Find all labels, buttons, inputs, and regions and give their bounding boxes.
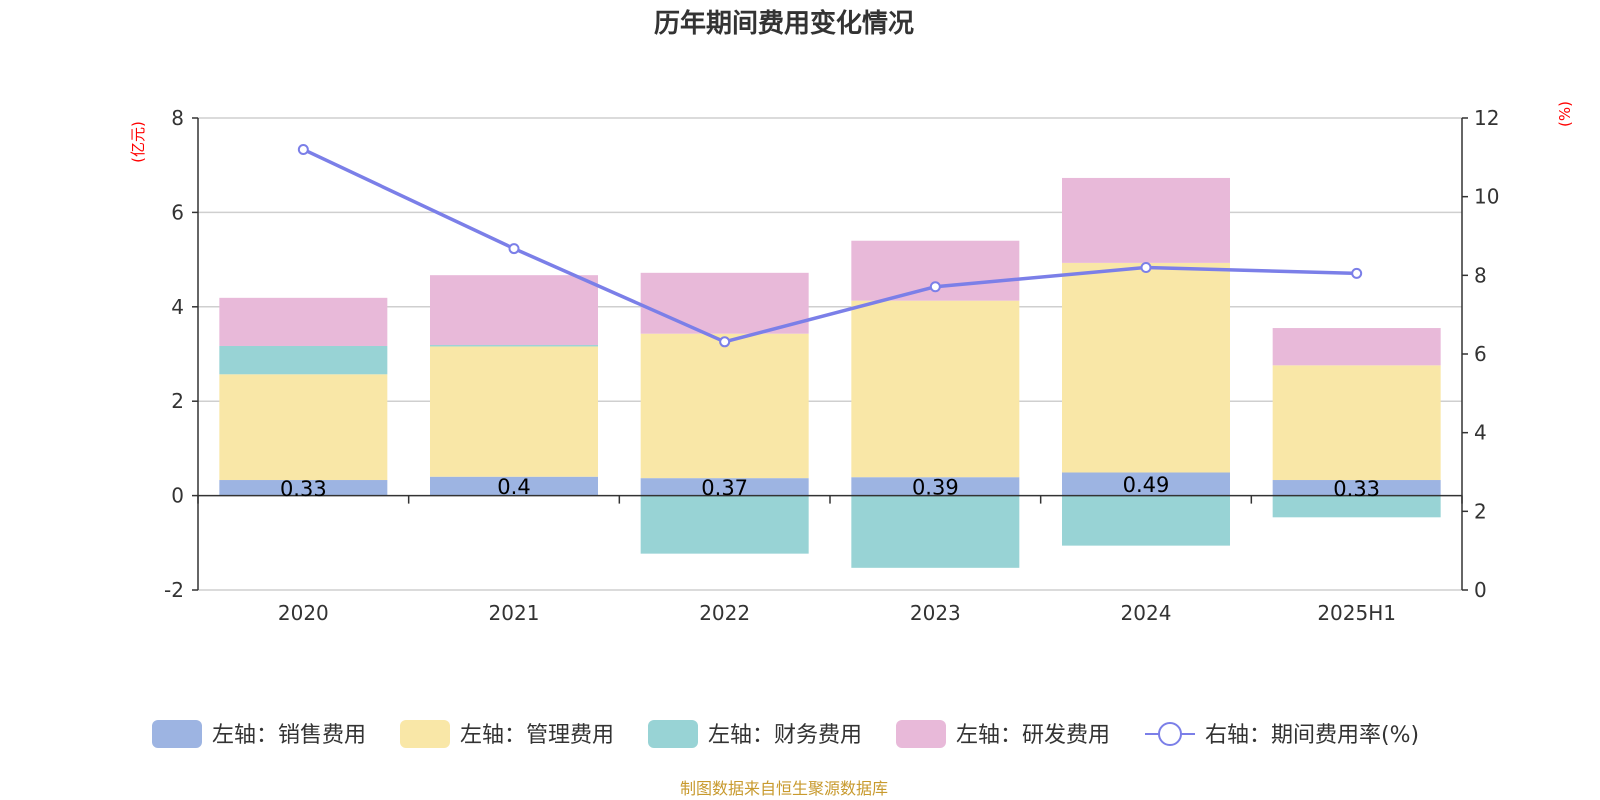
x-tick-label: 2020 [278, 601, 329, 625]
bar-segment [219, 480, 388, 496]
left-tick-label: 0 [171, 484, 184, 508]
right-tick-label: 4 [1474, 421, 1487, 445]
bar-segment [1062, 177, 1230, 263]
bar-segment [640, 495, 809, 554]
left-tick-label: 6 [171, 200, 184, 224]
x-tick-label: 2022 [699, 601, 750, 625]
bar-segment [1272, 328, 1441, 366]
data-label: 0.33 [1333, 477, 1380, 501]
bar-segment [851, 300, 1020, 478]
legend-label: 左轴：销售费用 [212, 723, 366, 748]
legend-marker [1158, 722, 1182, 746]
right-tick-label: 6 [1474, 342, 1487, 366]
legend-swatch [400, 720, 450, 748]
bar-segment [851, 477, 1020, 496]
bar-segment [1062, 495, 1230, 546]
source-note: 制图数据来自恒生聚源数据库 [680, 779, 888, 798]
bar-segment [851, 495, 1020, 568]
legend-swatch [896, 720, 946, 748]
bars [219, 177, 1441, 568]
left-tick-label: 4 [171, 295, 184, 319]
data-label: 0.33 [280, 477, 327, 501]
legend-label: 左轴：管理费用 [460, 723, 614, 748]
x-tick-label: 2025H1 [1317, 601, 1396, 625]
left-tick-label: 2 [171, 389, 184, 413]
bar-segment [1062, 262, 1230, 473]
bar-segment [430, 346, 598, 477]
data-label: 0.37 [701, 476, 748, 500]
right-tick-label: 2 [1474, 499, 1487, 523]
right-tick-label: 12 [1474, 106, 1499, 130]
data-labels: 0.33 0.4 0.37 0.39 0.49 0.33 [280, 473, 1380, 501]
right-tick-label: 8 [1474, 263, 1487, 287]
data-label: 0.4 [497, 475, 530, 499]
right-tick-label: 0 [1474, 578, 1487, 602]
legend-swatch [152, 720, 202, 748]
left-axis-unit: (亿元) [129, 121, 147, 163]
legend: 左轴：销售费用 左轴：管理费用 左轴：财务费用 左轴：研发费用 右轴：期间费用率(%) [152, 720, 1419, 748]
bar-segment [219, 345, 388, 375]
rate-point [1351, 267, 1363, 279]
rate-point [929, 281, 941, 293]
bar-segment [219, 374, 388, 481]
bar-segment [640, 478, 809, 496]
left-tick-label: -2 [164, 578, 184, 602]
bar-segment [430, 476, 598, 496]
rate-line-path [302, 147, 1357, 344]
bar-segment [640, 333, 809, 479]
data-label: 0.39 [912, 475, 959, 499]
bar-segment [1272, 365, 1441, 481]
data-label: 0.49 [1123, 473, 1170, 497]
bar-segment [1272, 480, 1441, 496]
x-tick-label: 2024 [1121, 601, 1172, 625]
bar-segment [219, 297, 388, 346]
x-tick-label: 2023 [910, 601, 961, 625]
right-axis-unit: (%) [1556, 101, 1574, 127]
rate-point [508, 243, 520, 255]
legend-swatch [648, 720, 698, 748]
rate-point [1140, 261, 1152, 273]
rate-point [297, 143, 309, 155]
legend-label: 左轴：研发费用 [956, 723, 1110, 748]
chart-title: 历年期间费用变化情况 [654, 8, 914, 39]
bar-segment [430, 345, 598, 347]
bar-segment [1062, 472, 1230, 496]
x-tick-label: 2021 [489, 601, 540, 625]
bar-segment [1272, 495, 1441, 518]
legend-label: 左轴：财务费用 [708, 723, 862, 748]
rate-point [719, 336, 731, 348]
left-tick-label: 8 [171, 106, 184, 130]
axes: -2 0 2 4 6 8 0 2 4 6 8 10 12 2020 2021 2022 2023 2024 2025… [164, 106, 1499, 625]
bar-segment [640, 272, 809, 334]
legend-label: 右轴：期间费用率(%) [1205, 723, 1419, 748]
grid-lines [198, 117, 1462, 591]
rate-line [297, 143, 1363, 348]
bar-segment [430, 275, 598, 346]
right-tick-label: 10 [1474, 185, 1499, 209]
